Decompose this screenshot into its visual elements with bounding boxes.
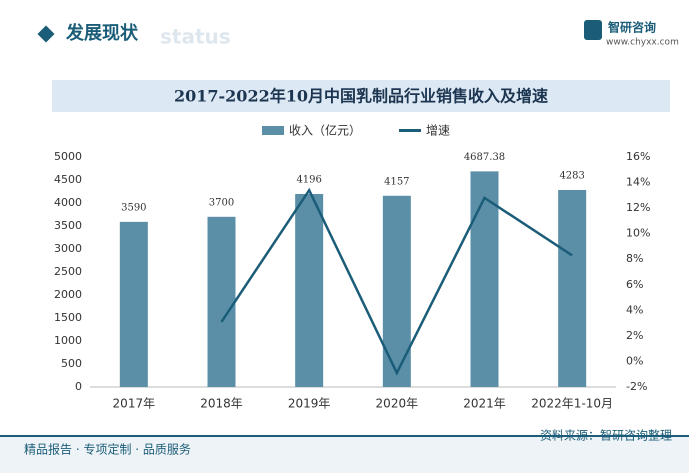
value-label: 4157	[384, 176, 409, 187]
bar	[295, 193, 324, 387]
header-title: 发展现状	[65, 22, 139, 44]
y2-tick-label: 2%	[626, 329, 643, 342]
y-tick-label: 4000	[54, 196, 82, 209]
logo-name: 智研咨询	[607, 20, 656, 35]
legend-label: 收入（亿元）	[289, 123, 361, 138]
x-tick-label: 2018年	[200, 397, 243, 411]
header-watermark: status	[160, 25, 231, 49]
bar	[382, 195, 411, 387]
line	[220, 187, 573, 376]
logo-url: www.chyxx.com	[606, 38, 679, 48]
y2-tick-label: -2%	[626, 380, 647, 393]
y2-tick-label: 14%	[626, 176, 650, 189]
bar	[470, 171, 499, 387]
bar	[119, 221, 148, 387]
y2-tick-label: 16%	[626, 150, 650, 163]
y2-tick-label: 0%	[626, 354, 643, 367]
x-tick-label: 2021年	[463, 397, 506, 411]
y-tick-label: 4500	[54, 173, 82, 186]
bar	[207, 216, 236, 387]
y2-tick-label: 8%	[626, 252, 643, 265]
value-label: 4283	[559, 170, 584, 181]
y2-tick-label: 12%	[626, 201, 650, 214]
x-tick-label: 2019年	[288, 397, 331, 411]
footer-band	[0, 436, 689, 473]
y-tick-label: 5000	[54, 150, 82, 163]
y-tick-label: 1000	[54, 334, 82, 347]
value-label: 3700	[209, 197, 234, 208]
y-tick-label: 500	[61, 357, 82, 370]
y-tick-label: 3000	[54, 242, 82, 255]
y-tick-label: 0	[75, 380, 82, 393]
value-label: 4196	[296, 174, 321, 185]
y-tick-label: 1500	[54, 311, 82, 324]
y-tick-label: 2500	[54, 265, 82, 278]
bar	[558, 189, 587, 387]
y2-tick-label: 10%	[626, 227, 650, 240]
x-tick-label: 2020年	[376, 397, 419, 411]
value-label: 4687.38	[464, 152, 505, 163]
logo-icon	[584, 20, 602, 40]
x-tick-label: 2022年1-10月	[531, 397, 613, 411]
value-label: 3590	[121, 202, 146, 213]
legend-label: 增速	[426, 124, 450, 138]
x-tick-label: 2017年	[113, 397, 156, 411]
y-tick-label: 2000	[54, 288, 82, 301]
chart-title: 2017-2022年10月中国乳制品行业销售收入及增速	[174, 87, 548, 106]
footer-slogan: 精品报告 · 专项定制 · 品质服务	[24, 442, 191, 457]
y2-tick-label: 4%	[626, 303, 643, 316]
y-tick-label: 3500	[54, 219, 82, 232]
legend-swatch	[262, 126, 284, 135]
title-band	[52, 80, 670, 112]
footer-source: 资料来源：智研咨询整理	[540, 428, 672, 443]
y2-tick-label: 6%	[626, 278, 643, 291]
